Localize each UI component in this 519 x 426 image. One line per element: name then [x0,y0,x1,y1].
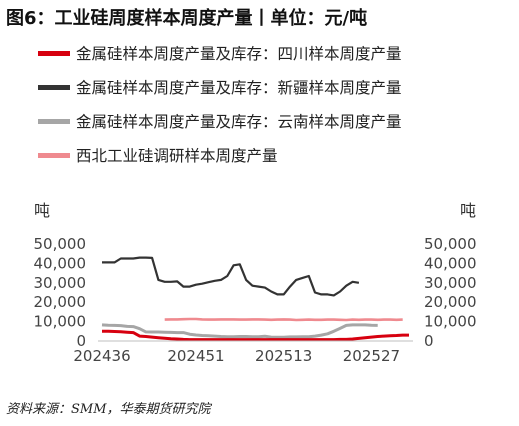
y-tick-label-right: 0 [424,332,434,350]
y-tick-label-left: 0 [76,332,86,350]
x-axis: 202436 202451 202513 202527 [73,347,400,365]
legend-item-xinjiang: 金属硅样本周度产量及库存：新疆样本周度产量 [38,70,402,104]
y-tick-label-right: 30,000 [424,274,477,292]
legend-label-sichuan: 金属硅样本周度产量及库存：四川样本周度产量 [76,45,402,63]
y-tick-label-left: 40,000 [34,254,87,272]
legend-label-northwest: 西北工业硅调研样本周度产量 [76,147,278,165]
series-line-xinjiang [102,256,360,297]
series-lines [101,256,409,342]
x-tick-label: 202527 [343,347,400,365]
legend: 金属硅样本周度产量及库存：四川样本周度产量 金属硅样本周度产量及库存：新疆样本周… [38,36,402,172]
legend-swatch-northwest [38,152,70,158]
y-tick-label-right: 50,000 [424,235,477,253]
y-axis-right-unit: 吨 [460,201,476,220]
x-tick-label: 202436 [73,347,130,365]
y-tick-label-left: 30,000 [34,274,87,292]
legend-label-yunnan: 金属硅样本周度产量及库存：云南样本周度产量 [76,113,402,131]
legend-swatch-sichuan [38,50,70,56]
legend-swatch-yunnan [38,118,70,124]
x-tick-label: 202451 [167,347,224,365]
y-tick-label-right: 40,000 [424,254,477,272]
x-tick-label: 202513 [255,347,312,365]
series-line-yunnan [101,323,378,339]
chart-title: 图6：工业硅周度样本周度产量丨单位：元/吨 [6,8,368,29]
legend-swatch-xinjiang [38,84,70,90]
legend-item-sichuan: 金属硅样本周度产量及库存：四川样本周度产量 [38,36,402,70]
source-note: 资料来源：SMM，华泰期货研究院 [6,402,211,417]
legend-item-yunnan: 金属硅样本周度产量及库存：云南样本周度产量 [38,104,402,138]
y-tick-label-left: 50,000 [34,235,87,253]
legend-item-northwest: 西北工业硅调研样本周度产量 [38,138,402,172]
y-tick-label-left: 20,000 [34,293,87,311]
y-tick-label-right: 10,000 [424,313,477,331]
y-tick-label-right: 20,000 [424,293,477,311]
legend-label-xinjiang: 金属硅样本周度产量及库存：新疆样本周度产量 [76,79,402,97]
y-tick-label-left: 10,000 [34,313,87,331]
series-line-sichuan [102,329,409,342]
y-axis-left-unit: 吨 [34,201,50,220]
series-line-northwest [164,317,403,322]
